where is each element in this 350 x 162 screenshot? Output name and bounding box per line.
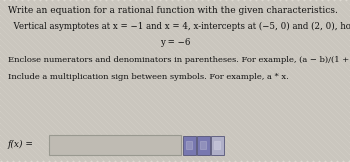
- Text: Enclose numerators and denominators in parentheses. For example, (a − b)/(1 + n): Enclose numerators and denominators in p…: [8, 56, 350, 64]
- FancyBboxPatch shape: [49, 135, 181, 155]
- Text: Vertical asymptotes at x = −1 and x = 4, x-intercepts at (−5, 0) and (2, 0), hor: Vertical asymptotes at x = −1 and x = 4,…: [8, 22, 350, 31]
- FancyBboxPatch shape: [186, 141, 192, 149]
- Text: Write an equation for a rational function with the given characteristics.: Write an equation for a rational functio…: [8, 6, 338, 15]
- Text: y = −6: y = −6: [160, 38, 190, 47]
- FancyBboxPatch shape: [196, 135, 210, 155]
- FancyBboxPatch shape: [182, 135, 196, 155]
- FancyBboxPatch shape: [210, 135, 224, 155]
- Text: f(x) =: f(x) =: [8, 139, 34, 149]
- Text: Include a multiplication sign between symbols. For example, a * x.: Include a multiplication sign between sy…: [8, 73, 289, 81]
- FancyBboxPatch shape: [200, 141, 206, 149]
- FancyBboxPatch shape: [214, 141, 220, 149]
